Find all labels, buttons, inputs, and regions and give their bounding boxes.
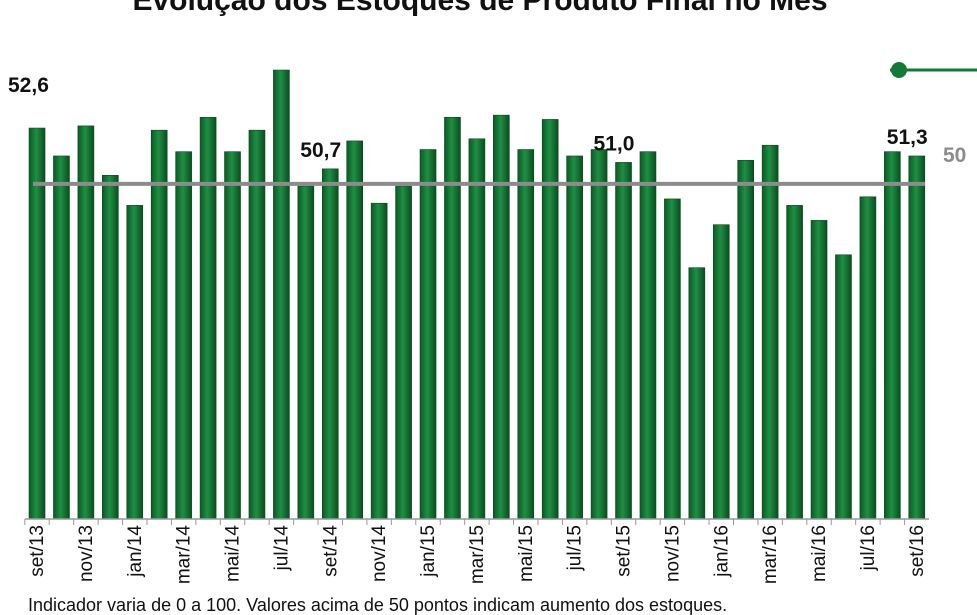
bar xyxy=(639,151,657,520)
footnote: Indicador varia de 0 a 100. Valores acim… xyxy=(28,595,727,615)
bar xyxy=(199,116,217,520)
bar xyxy=(321,168,339,520)
bar xyxy=(664,198,681,520)
bar xyxy=(688,267,706,520)
bar xyxy=(102,174,119,520)
x-tick-label: mar/14 xyxy=(174,525,195,585)
x-tick-label: set/14 xyxy=(320,525,341,577)
bar xyxy=(908,155,926,520)
bar xyxy=(395,185,412,520)
bar xyxy=(810,220,828,520)
x-tick-label: mai/16 xyxy=(809,525,830,582)
value-label: 51,0 xyxy=(594,132,635,155)
x-tick-label: mar/16 xyxy=(760,525,781,584)
bar xyxy=(761,144,779,520)
bar xyxy=(468,138,486,520)
x-tick-label: nov/15 xyxy=(662,525,683,582)
x-tick-label: jul/14 xyxy=(271,525,292,572)
bar xyxy=(493,114,510,520)
bar xyxy=(444,116,461,520)
bar xyxy=(419,149,437,520)
bar xyxy=(615,162,632,520)
x-tick-label: jan/14 xyxy=(125,525,146,578)
x-tick-label: jan/15 xyxy=(418,525,439,578)
bar xyxy=(175,151,192,520)
bar xyxy=(859,196,877,520)
bar xyxy=(273,69,290,520)
bar xyxy=(590,149,608,520)
x-tick-label: mar/15 xyxy=(467,525,488,584)
value-label: 50,7 xyxy=(300,139,341,162)
x-tick-label: nov/13 xyxy=(76,525,97,582)
x-tick-label: jul/15 xyxy=(565,525,586,571)
x-tick-label: mai/15 xyxy=(516,525,537,582)
bar xyxy=(224,151,241,520)
bar xyxy=(346,140,364,520)
x-tick-label: mai/14 xyxy=(223,525,244,582)
reference-label: 50 xyxy=(943,144,966,167)
x-tick-label: set/16 xyxy=(907,525,928,577)
bar xyxy=(517,149,535,520)
bar xyxy=(737,159,755,520)
bar xyxy=(884,151,901,520)
chart-title: Evolução dos Estoques de Produto Final n… xyxy=(132,0,827,17)
bar xyxy=(297,185,315,520)
legend-marker xyxy=(891,62,907,78)
bar xyxy=(248,129,266,520)
bar xyxy=(126,205,144,520)
value-label: 52,6 xyxy=(8,74,49,97)
value-label: 51,3 xyxy=(887,126,928,149)
bar xyxy=(150,129,168,520)
x-tick-label: jul/16 xyxy=(858,525,879,571)
bar xyxy=(712,224,730,520)
bar xyxy=(786,205,803,520)
bar xyxy=(566,155,583,520)
x-tick-label: nov/14 xyxy=(369,525,390,582)
bar xyxy=(541,119,559,520)
bar xyxy=(370,202,388,520)
bar xyxy=(835,254,852,520)
x-tick-label: set/15 xyxy=(614,525,635,577)
bar xyxy=(28,127,46,520)
bar xyxy=(53,155,70,520)
x-tick-label: jan/16 xyxy=(711,525,732,578)
x-tick-label: set/13 xyxy=(27,525,48,577)
